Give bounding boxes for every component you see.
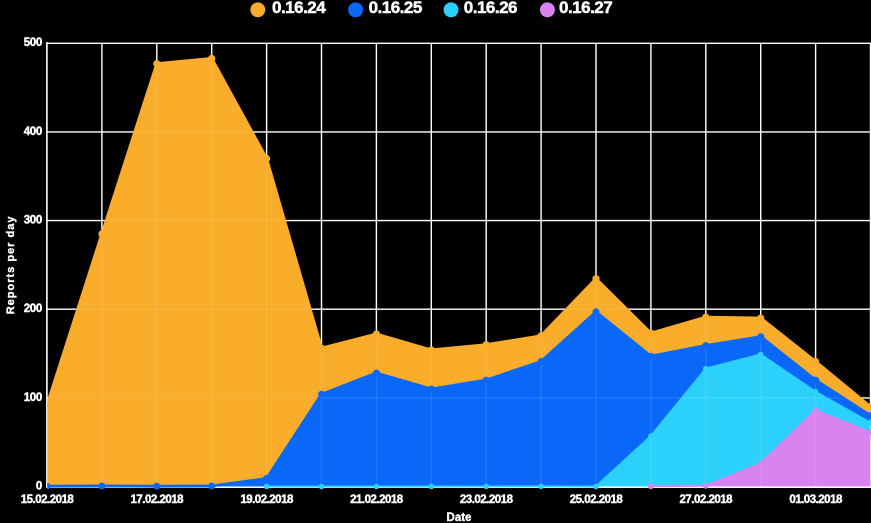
svg-text:0.16.26: 0.16.26 [464, 0, 517, 17]
svg-text:0.16.25: 0.16.25 [369, 0, 422, 17]
svg-text:300: 300 [24, 215, 42, 227]
svg-text:Date: Date [447, 512, 472, 523]
svg-text:200: 200 [24, 303, 42, 315]
svg-text:19.02.2018: 19.02.2018 [240, 494, 294, 506]
svg-text:21.02.2018: 21.02.2018 [350, 494, 404, 506]
svg-text:0.16.27: 0.16.27 [559, 0, 612, 17]
svg-text:23.02.2018: 23.02.2018 [460, 494, 514, 506]
svg-text:25.02.2018: 25.02.2018 [570, 494, 624, 506]
svg-text:0.16.24: 0.16.24 [272, 0, 326, 17]
svg-text:500: 500 [24, 37, 42, 49]
svg-text:01.03.2018: 01.03.2018 [789, 494, 843, 506]
svg-text:100: 100 [24, 392, 42, 404]
svg-text:27.02.2018: 27.02.2018 [680, 494, 734, 506]
svg-text:15.02.2018: 15.02.2018 [21, 494, 75, 506]
svg-text:17.02.2018: 17.02.2018 [131, 494, 185, 506]
svg-text:0: 0 [36, 480, 42, 492]
svg-text:400: 400 [24, 126, 42, 138]
svg-text:Reports per day: Reports per day [5, 216, 17, 315]
